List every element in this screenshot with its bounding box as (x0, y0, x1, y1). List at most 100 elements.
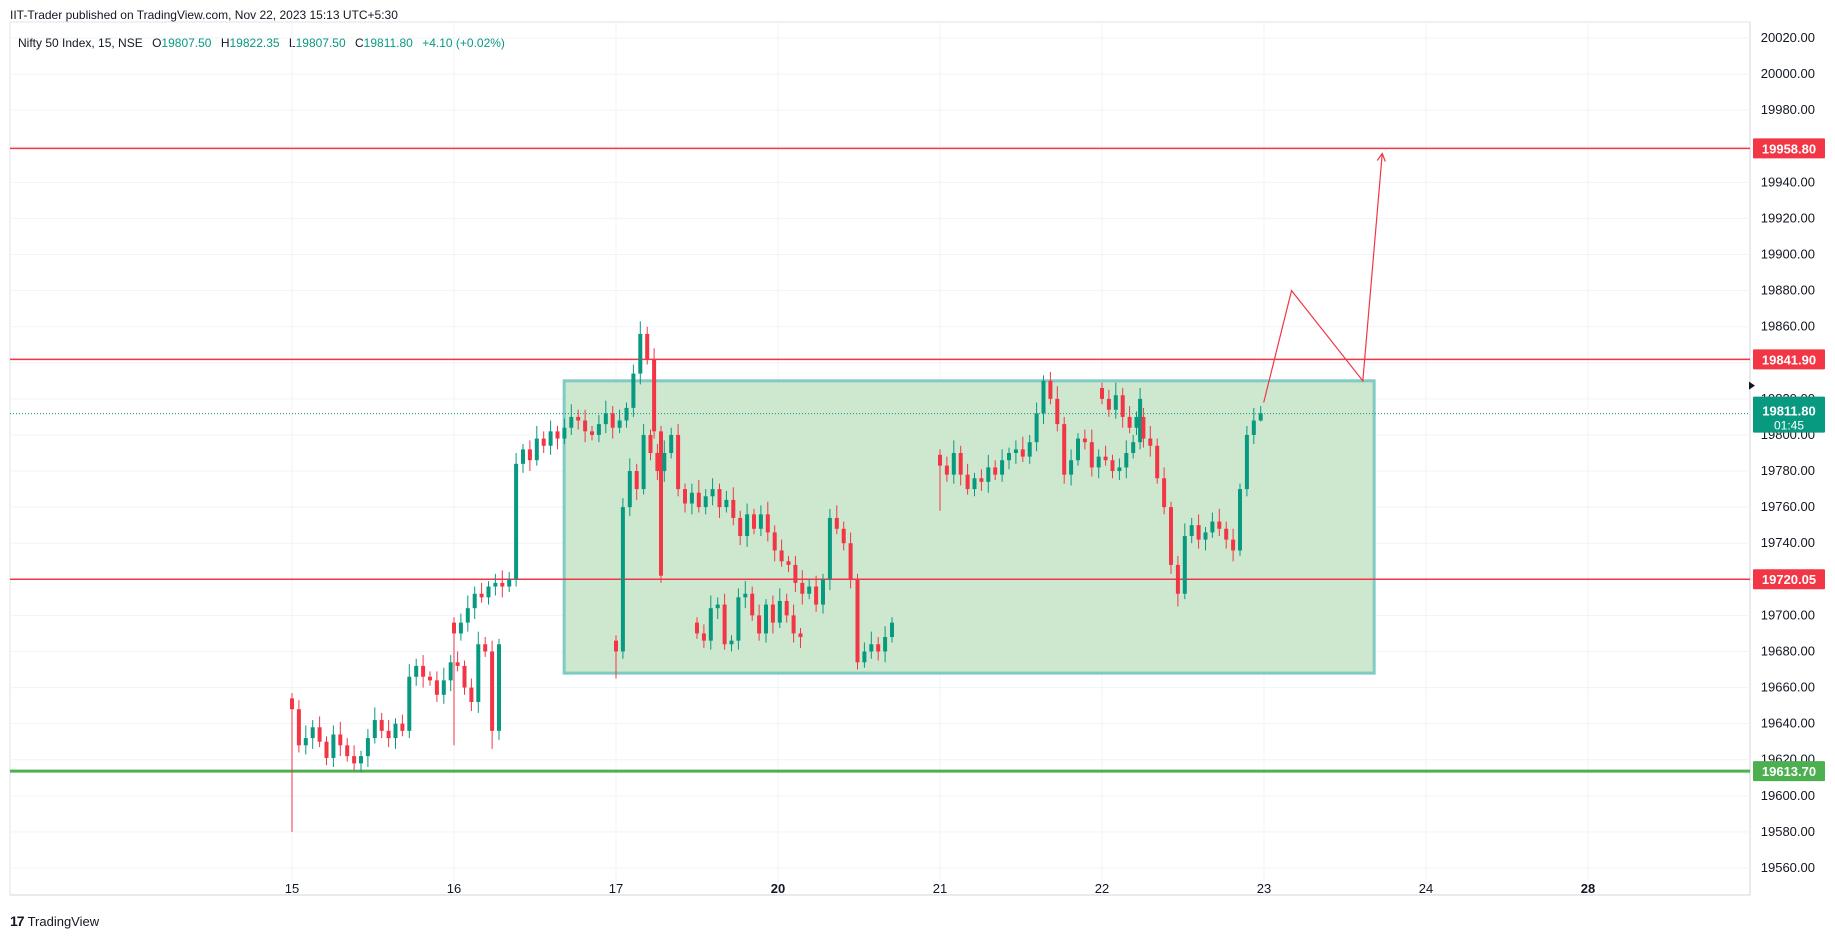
candle-body (993, 467, 998, 475)
symbol-label[interactable]: Nifty 50 Index, 15, NSE (18, 36, 143, 50)
candle-body (379, 720, 384, 731)
candle-body (458, 622, 463, 634)
candle-body (724, 499, 729, 508)
candle-body (786, 561, 791, 565)
candle-body (627, 471, 632, 508)
candle-body (527, 449, 532, 461)
horizontal-lines-layer (10, 147, 1750, 773)
candle-body (1134, 416, 1139, 428)
candle-body (814, 586, 819, 605)
candle-body (1117, 467, 1122, 472)
candle-body (1013, 449, 1018, 453)
candle-body (757, 615, 762, 634)
candle-body (777, 600, 782, 623)
time-tick-label: 20 (771, 881, 785, 896)
price-tick-label: 19880.00 (1761, 283, 1815, 298)
candle-body (827, 517, 832, 580)
candle-body (807, 586, 812, 594)
candle-body (791, 615, 796, 634)
candle-body (717, 489, 722, 508)
candle-body (965, 474, 970, 490)
open-label: O (152, 36, 162, 50)
candle-body (555, 431, 560, 439)
price-level-tag (1753, 349, 1825, 370)
candle-body (1041, 380, 1046, 414)
candle-body (1182, 536, 1187, 594)
price-tick-label: 19940.00 (1761, 174, 1815, 189)
candle-body (638, 333, 643, 374)
candle-body (624, 407, 629, 421)
candle-body (1082, 438, 1087, 443)
candle-body (290, 698, 294, 710)
candle-body (1169, 507, 1173, 565)
candle-body (462, 665, 467, 688)
candle-body (1231, 539, 1236, 551)
candle-body (1203, 532, 1208, 540)
candle-body (772, 532, 777, 551)
price-tick-label: 19600.00 (1761, 788, 1815, 803)
candle-body (676, 434, 681, 490)
candle-body (486, 586, 491, 598)
open-value: 19807.50 (161, 36, 212, 50)
candle-body (689, 492, 694, 504)
candle-body (1100, 388, 1104, 399)
candle-body (620, 507, 625, 652)
candle-body (958, 453, 963, 475)
candle-body (455, 662, 460, 666)
time-tick-label: 15 (285, 881, 299, 896)
candle-body (703, 496, 708, 508)
candle-body (541, 438, 546, 446)
candle-body (1162, 478, 1167, 508)
candle-body (701, 633, 706, 641)
candle-body (669, 434, 674, 453)
candle-body (736, 597, 741, 641)
candle-body (610, 413, 615, 428)
candle-body (1034, 413, 1039, 443)
candle-body (359, 756, 363, 764)
scroll-marker-icon (1749, 381, 1755, 390)
candle-body (338, 734, 343, 746)
candle-body (310, 727, 315, 739)
candle-body (448, 662, 453, 681)
price-level-label: 19841.90 (1762, 352, 1816, 367)
candle-body (876, 644, 881, 652)
price-tick-label: 19760.00 (1761, 499, 1815, 514)
candle-body (758, 514, 763, 529)
candle-body (534, 438, 539, 461)
candle-body (483, 644, 488, 652)
price-level-label: 19613.70 (1762, 764, 1816, 779)
candle-body (345, 745, 350, 757)
candle-body (738, 517, 743, 536)
candle-body (779, 550, 784, 562)
candle-body (1020, 449, 1025, 457)
candle-body (386, 730, 391, 739)
time-tick-label: 28 (1581, 881, 1595, 896)
candle-body (1110, 460, 1115, 472)
candle-body (784, 600, 789, 616)
candle-body (317, 727, 322, 742)
price-tick-label: 19900.00 (1761, 247, 1815, 262)
price-axis[interactable]: 20020.0020000.0019980.0019960.0019940.00… (1749, 30, 1825, 875)
candle-body (944, 465, 949, 475)
price-tick-label: 19700.00 (1761, 607, 1815, 622)
candle-body (841, 528, 846, 544)
candle-body (452, 622, 456, 634)
candle-body (855, 579, 860, 663)
time-axis[interactable]: 13:0013151617202122232428 (0, 881, 1595, 896)
candle-body (1217, 521, 1222, 529)
candle-body (521, 449, 525, 464)
projection-path[interactable] (1263, 153, 1383, 403)
candle-body (476, 644, 481, 702)
candle-body (1103, 456, 1108, 461)
time-tick-label: 16 (447, 881, 461, 896)
candle-body (479, 593, 484, 598)
price-tick-label: 19740.00 (1761, 535, 1815, 550)
candle-body (614, 640, 618, 652)
candle-body (696, 492, 701, 508)
price-tick-label: 19780.00 (1761, 463, 1815, 478)
close-label: C (355, 36, 364, 50)
candle-body (393, 723, 398, 739)
candle-body (493, 582, 498, 587)
candle-body (1175, 564, 1180, 594)
